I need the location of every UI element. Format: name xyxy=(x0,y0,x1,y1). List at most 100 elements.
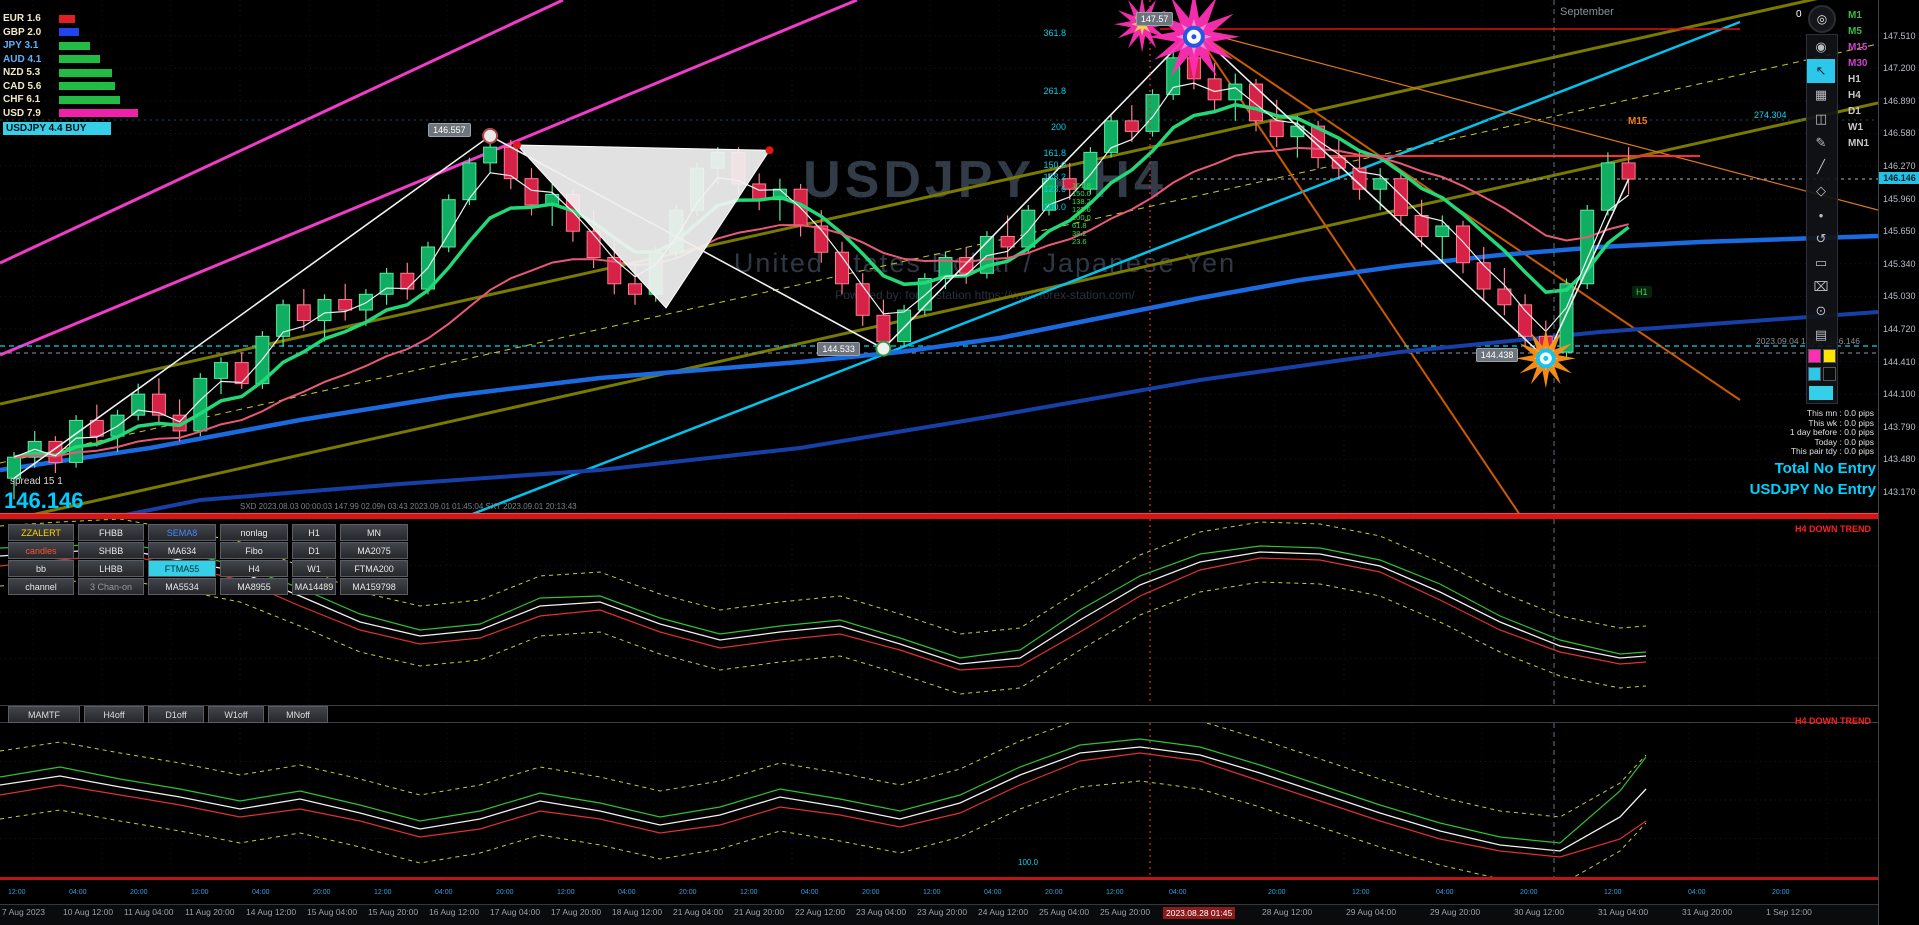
fib-green-value: 123.6 xyxy=(1072,205,1091,214)
indicator-button-bb[interactable]: bb xyxy=(8,560,74,577)
timeframe-h1[interactable]: H1 xyxy=(1848,74,1861,85)
candles xyxy=(7,29,1636,500)
mamtf-button-w1off[interactable]: W1off xyxy=(208,706,264,723)
indicator-button-lhbb[interactable]: LHBB xyxy=(78,560,144,577)
toolbar-cursor-icon[interactable]: ↖ xyxy=(1807,59,1835,83)
timeframe-m5[interactable]: M5 xyxy=(1848,26,1862,37)
pin-icon[interactable]: ◎ xyxy=(1808,5,1836,33)
time-axis-label: 16 Aug 12:00 xyxy=(429,907,480,917)
session-time-marker: 04:00 xyxy=(1688,889,1706,896)
strength-row-eur: EUR 1.6 xyxy=(3,12,138,26)
indicator-button-channel[interactable]: channel xyxy=(8,578,74,595)
indicator-button-3-chan-on[interactable]: 3 Chan-on xyxy=(78,578,144,595)
scale-price-label: 143.170 xyxy=(1883,486,1916,497)
time-axis-label: 23 Aug 20:00 xyxy=(917,907,968,917)
strength-row-cad: CAD 5.6 xyxy=(3,80,138,94)
total-no-entry-label: Total No Entry xyxy=(1774,460,1876,477)
session-time-marker: 12:00 xyxy=(740,889,758,896)
indicator-button-candles[interactable]: candles xyxy=(8,542,74,559)
indicator-button-mn[interactable]: MN xyxy=(340,524,408,541)
timeframe-m15[interactable]: M15 xyxy=(1848,42,1868,53)
pair-signal-badge: USDJPY 4.4 BUY xyxy=(3,122,111,135)
fib-level-label: 138.2 xyxy=(1043,172,1066,182)
toolbar-trendline-icon[interactable]: ╱ xyxy=(1817,159,1825,174)
pips-stat-line: This wk : 0.0 pips xyxy=(1808,417,1874,428)
session-time-marker: 20:00 xyxy=(862,889,880,896)
toolbar-eye-icon[interactable]: ◉ xyxy=(1815,39,1827,54)
toolbar-undo-icon[interactable]: ↺ xyxy=(1815,231,1827,246)
toolbar-window-icon[interactable]: ▭ xyxy=(1814,255,1828,270)
indicator-button-w1[interactable]: W1 xyxy=(292,560,336,577)
counter-label: 0 xyxy=(1796,9,1802,20)
mamtf-button-mnoff[interactable]: MNoff xyxy=(268,706,328,723)
timeframe-m30[interactable]: M30 xyxy=(1848,58,1868,69)
fib-level-label: 361.8 xyxy=(1043,28,1066,38)
indicator-button-h1[interactable]: H1 xyxy=(292,524,336,541)
palette-row xyxy=(1807,347,1837,365)
color-swatch[interactable] xyxy=(1808,349,1821,363)
indicator-button-ma14489[interactable]: MA14489 xyxy=(292,578,336,595)
time-axis-label: 7 Aug 2023 xyxy=(2,907,46,917)
timeframe-h4[interactable]: H4 xyxy=(1848,90,1861,101)
scale-price-label: 145.030 xyxy=(1883,291,1916,302)
active-color-swatch[interactable] xyxy=(1809,386,1833,400)
toolbar-point-icon[interactable]: • xyxy=(1818,207,1824,223)
color-swatch[interactable] xyxy=(1823,367,1836,381)
timeframe-d1[interactable]: D1 xyxy=(1848,106,1861,117)
panel-separator-red[interactable] xyxy=(0,513,1878,519)
indicator-button-ma634[interactable]: MA634 xyxy=(148,542,216,559)
time-axis-label: 15 Aug 20:00 xyxy=(368,907,419,917)
fibo-green-values: 161.8 150.0 138.2 123.6 100.0 61.8 38.2 23.6 xyxy=(1072,182,1091,246)
toolbar-delete-icon[interactable]: ⌧ xyxy=(1813,279,1829,294)
indicator-button-ftma55[interactable]: FTMA55 xyxy=(148,560,216,577)
scale-price-label: 145.340 xyxy=(1883,258,1916,269)
scale-price-label: 145.650 xyxy=(1883,226,1916,237)
indicator-button-d1[interactable]: D1 xyxy=(292,542,336,559)
strength-bar xyxy=(59,14,75,23)
indicator-button-h4[interactable]: H4 xyxy=(220,560,288,577)
color-swatch[interactable] xyxy=(1808,367,1821,381)
toolbar-target-icon[interactable]: ⊙ xyxy=(1815,303,1827,318)
indicator-button-ma8955[interactable]: MA8955 xyxy=(220,578,288,595)
indicator-button-ftma200[interactable]: FTMA200 xyxy=(340,560,408,577)
strength-bar xyxy=(59,41,90,50)
price-scale[interactable]: 147.510 147.200 146.890 146.580 146.270 145.9… xyxy=(1878,0,1919,925)
trend-status-label: H4 DOWN TREND xyxy=(1795,716,1871,726)
toolbar-eraser-icon[interactable]: ◫ xyxy=(1814,111,1828,126)
main-chart-area[interactable]: 146.557 147.57 144.533 144.438 xyxy=(0,0,1878,515)
time-axis[interactable]: 7 Aug 2023 10 Aug 12:00 11 Aug 04:00 11 Aug… xyxy=(0,904,1878,925)
toolbar-shapes-icon[interactable]: ◇ xyxy=(1816,183,1826,198)
indicator-button-zzalert[interactable]: ZZALERT xyxy=(8,524,74,541)
timeframe-m1[interactable]: M1 xyxy=(1848,10,1862,21)
indicator-button-ma159798[interactable]: MA159798 xyxy=(340,578,408,595)
timeframe-w1[interactable]: W1 xyxy=(1848,122,1863,133)
time-axis-label: 25 Aug 04:00 xyxy=(1039,907,1090,917)
indicator-button-ma2075[interactable]: MA2075 xyxy=(340,542,408,559)
indicator-button-fhbb[interactable]: FHBB xyxy=(78,524,144,541)
button-row: bb LHBB FTMA55 H4 W1 FTMA200 xyxy=(8,560,408,577)
mamtf-button-h4off[interactable]: H4off xyxy=(84,706,144,723)
fibo-labels: 361.8 261.8 200 161.8 150.0 138.2 123.6 100.0 xyxy=(1004,0,1066,220)
indicator-button-nonlag[interactable]: nonlag xyxy=(220,524,288,541)
fib-level-label: 123.6 xyxy=(1043,184,1066,194)
trend-status-label: H4 DOWN TREND xyxy=(1795,524,1871,534)
timeframe-mn1[interactable]: MN1 xyxy=(1848,138,1870,149)
toolbar-clipboard-icon[interactable]: ▤ xyxy=(1814,327,1828,342)
session-time-marker: 12:00 xyxy=(1604,889,1622,896)
indicator-button-shbb[interactable]: SHBB xyxy=(78,542,144,559)
toolbar-grid-icon[interactable]: ▦ xyxy=(1814,87,1828,102)
time-axis-label-highlighted: 2023.08.28 01:45 xyxy=(1163,907,1236,919)
mamtf-button-mamtf[interactable]: MAMTF xyxy=(8,706,80,723)
toolbar-pencil-icon[interactable]: ✎ xyxy=(1815,135,1827,150)
indicator-panel-2[interactable] xyxy=(0,722,1878,877)
color-swatch[interactable] xyxy=(1823,349,1836,363)
time-axis-label: 15 Aug 04:00 xyxy=(307,907,358,917)
indicator-button-fibo[interactable]: Fibo xyxy=(220,542,288,559)
indicator-button-sema8[interactable]: SEMA8 xyxy=(148,524,216,541)
month-separator-label: September xyxy=(1560,6,1614,18)
session-time-marker: 12:00 xyxy=(1352,889,1370,896)
session-time-marker: 20:00 xyxy=(679,889,697,896)
indicator-button-grid: ZZALERT FHBB SEMA8 nonlag H1 MN candles SHBB MA6… xyxy=(8,524,408,596)
mamtf-button-d1off[interactable]: D1off xyxy=(148,706,204,723)
indicator-button-ma5534[interactable]: MA5534 xyxy=(148,578,216,595)
